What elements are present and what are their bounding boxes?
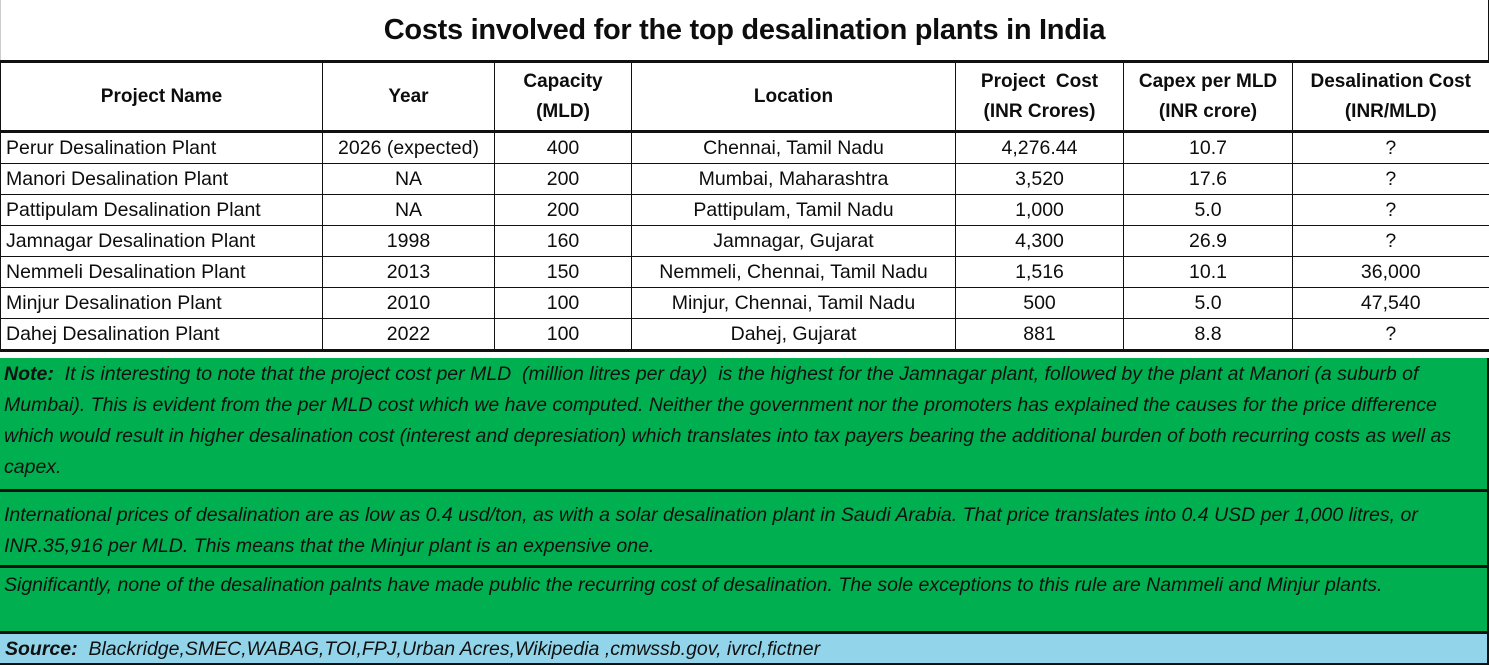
- cell-capacity: 400: [494, 131, 632, 164]
- table-row: Minjur Desalination Plant 2010 100 Minjur, …: [0, 287, 1489, 319]
- header-year: Year: [322, 60, 495, 133]
- cell-project-cost: 3,520: [955, 163, 1124, 195]
- cell-project-cost: 1,000: [955, 194, 1124, 226]
- cell-project-name: Jamnagar Desalination Plant: [0, 225, 323, 257]
- cell-capex-per-mld: 17.6: [1123, 163, 1293, 195]
- cell-capex-per-mld: 5.0: [1123, 287, 1293, 319]
- table-title: Costs involved for the top desalination …: [0, 0, 1489, 60]
- cell-location: Mumbai, Maharashtra: [631, 163, 956, 195]
- cell-capacity: 200: [494, 163, 632, 195]
- cell-year: NA: [322, 194, 495, 226]
- cell-capacity: 150: [494, 256, 632, 288]
- cell-project-cost: 500: [955, 287, 1124, 319]
- cell-project-name: Nemmeli Desalination Plant: [0, 256, 323, 288]
- cell-year: 2026 (expected): [322, 131, 495, 164]
- cell-location: Dahej, Gujarat: [631, 318, 956, 352]
- cell-year: 1998: [322, 225, 495, 257]
- cell-project-name: Dahej Desalination Plant: [0, 318, 323, 352]
- plants-table: Project Name Year Capacity (MLD) Location…: [0, 60, 1489, 352]
- cell-capacity: 160: [494, 225, 632, 257]
- cell-capex-per-mld: 10.1: [1123, 256, 1293, 288]
- cell-project-name: Minjur Desalination Plant: [0, 287, 323, 319]
- cell-desalination-cost: 47,540: [1292, 287, 1489, 319]
- cell-project-cost: 4,276.44: [955, 131, 1124, 164]
- cell-capacity: 200: [494, 194, 632, 226]
- cell-project-cost: 4,300: [955, 225, 1124, 257]
- cell-project-name: Pattipulam Desalination Plant: [0, 194, 323, 226]
- cell-year: 2013: [322, 256, 495, 288]
- cell-location: Minjur, Chennai, Tamil Nadu: [631, 287, 956, 319]
- header-desalination-cost: Desalination Cost (INR/MLD): [1292, 60, 1489, 133]
- cell-project-cost: 1,516: [955, 256, 1124, 288]
- source-label: Source:: [5, 638, 78, 660]
- table-row: Jamnagar Desalination Plant 1998 160 Jamnag…: [0, 225, 1489, 257]
- note-label: Note:: [4, 363, 54, 385]
- table-row: Dahej Desalination Plant 2022 100 Dahej, Gu…: [0, 318, 1489, 352]
- table-row: Manori Desalination Plant NA 200 Mumbai, Ma…: [0, 163, 1489, 195]
- header-location: Location: [631, 60, 956, 133]
- header-project-cost: Project Cost (INR Crores): [955, 60, 1124, 133]
- cell-desalination-cost: ?: [1292, 163, 1489, 195]
- header-row: Project Name Year Capacity (MLD) Location…: [0, 60, 1489, 133]
- table-row: Perur Desalination Plant 2026 (expected) 4…: [0, 131, 1489, 164]
- cell-desalination-cost: ?: [1292, 318, 1489, 352]
- cell-capacity: 100: [494, 318, 632, 352]
- cell-project-name: Manori Desalination Plant: [0, 163, 323, 195]
- source-text: Blackridge,SMEC,WABAG,TOI,FPJ,Urban Acre…: [77, 638, 821, 660]
- cell-capex-per-mld: 8.8: [1123, 318, 1293, 352]
- note-jamnagar-manori: Note: It is interesting to note that the…: [0, 358, 1489, 492]
- note-international-prices: International prices of desalination are…: [0, 492, 1489, 568]
- header-capex-per-mld: Capex per MLD (INR crore): [1123, 60, 1293, 133]
- cell-project-cost: 881: [955, 318, 1124, 352]
- cell-desalination-cost: ?: [1292, 194, 1489, 226]
- cell-capex-per-mld: 10.7: [1123, 131, 1293, 164]
- cell-desalination-cost: 36,000: [1292, 256, 1489, 288]
- cell-capex-per-mld: 5.0: [1123, 194, 1293, 226]
- cell-location: Jamnagar, Gujarat: [631, 225, 956, 257]
- note-text: International prices of desalination are…: [4, 504, 1418, 557]
- header-capacity: Capacity (MLD): [494, 60, 632, 133]
- note-recurring-costs: Significantly, none of the desalination …: [0, 568, 1489, 634]
- cell-capex-per-mld: 26.9: [1123, 225, 1293, 257]
- cell-year: NA: [322, 163, 495, 195]
- cell-location: Pattipulam, Tamil Nadu: [631, 194, 956, 226]
- note-text: It is interesting to note that the proje…: [4, 363, 1457, 478]
- cell-location: Chennai, Tamil Nadu: [631, 131, 956, 164]
- header-project-name: Project Name: [0, 60, 323, 133]
- source-line: Source: Blackridge,SMEC,WABAG,TOI,FPJ,Ur…: [0, 634, 1489, 665]
- cell-capacity: 100: [494, 287, 632, 319]
- cell-desalination-cost: ?: [1292, 131, 1489, 164]
- cell-location: Nemmeli, Chennai, Tamil Nadu: [631, 256, 956, 288]
- cell-desalination-cost: ?: [1292, 225, 1489, 257]
- note-text: Significantly, none of the desalination …: [4, 574, 1383, 596]
- table-row: Nemmeli Desalination Plant 2013 150 Nemmeli…: [0, 256, 1489, 288]
- cell-project-name: Perur Desalination Plant: [0, 131, 323, 164]
- cell-year: 2010: [322, 287, 495, 319]
- cell-year: 2022: [322, 318, 495, 352]
- table-row: Pattipulam Desalination Plant NA 200 Pattip…: [0, 194, 1489, 226]
